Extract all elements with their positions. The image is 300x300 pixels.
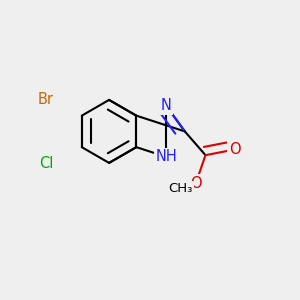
Text: N: N bbox=[161, 98, 172, 113]
Text: Br: Br bbox=[37, 92, 53, 106]
Text: CH₃: CH₃ bbox=[168, 182, 192, 195]
Text: O: O bbox=[229, 142, 241, 157]
Text: O: O bbox=[190, 176, 202, 191]
Text: Cl: Cl bbox=[39, 156, 53, 171]
Text: NH: NH bbox=[155, 149, 177, 164]
